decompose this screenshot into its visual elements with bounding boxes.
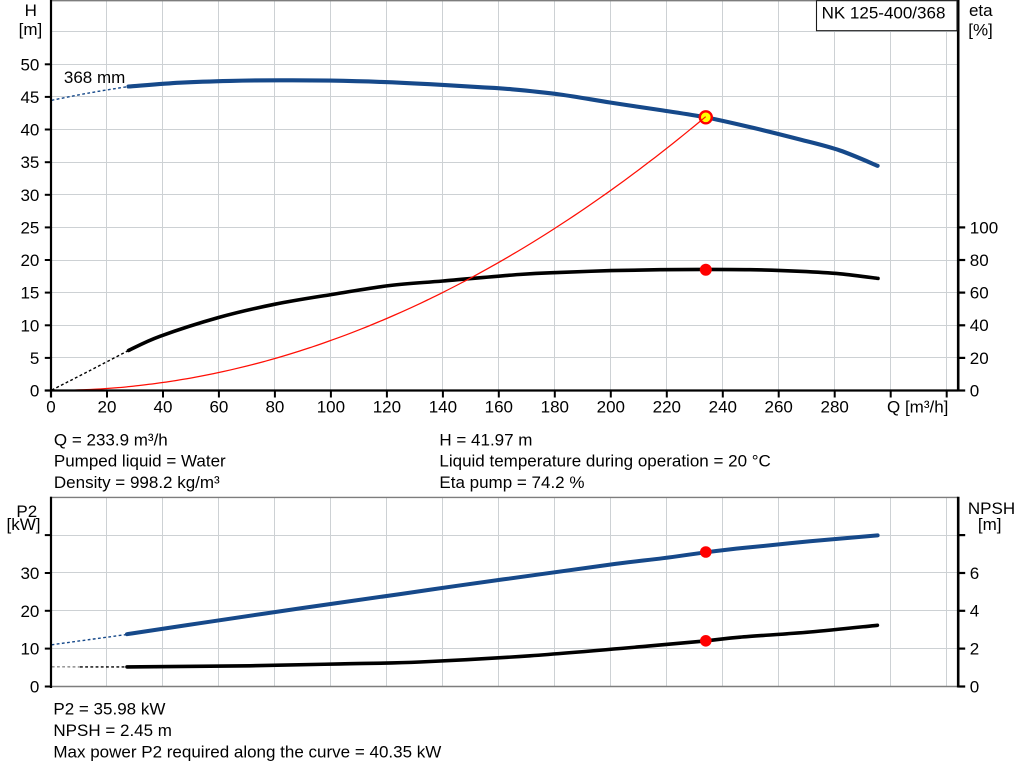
svg-text:[m]: [m] [19,20,43,39]
svg-text:2: 2 [970,640,979,659]
svg-text:P2 = 35.98 kW: P2 = 35.98 kW [53,700,165,719]
svg-text:15: 15 [20,284,39,303]
svg-text:100: 100 [317,397,345,416]
svg-text:10: 10 [20,640,39,659]
svg-text:NPSH = 2.45 m: NPSH = 2.45 m [53,721,172,740]
svg-text:140: 140 [429,397,457,416]
svg-text:160: 160 [485,397,513,416]
svg-text:0: 0 [970,677,979,696]
svg-text:200: 200 [597,397,625,416]
svg-text:20: 20 [970,349,989,368]
svg-text:Eta pump = 74.2 %: Eta pump = 74.2 % [439,473,584,492]
svg-text:10: 10 [20,316,39,335]
svg-text:0: 0 [970,381,979,400]
svg-text:80: 80 [970,251,989,270]
svg-text:45: 45 [20,88,39,107]
svg-text:30: 30 [20,564,39,583]
svg-text:60: 60 [970,284,989,303]
svg-text:20: 20 [98,397,117,416]
svg-text:Pumped liquid = Water: Pumped liquid = Water [54,452,226,471]
svg-text:220: 220 [653,397,681,416]
svg-text:30: 30 [20,186,39,205]
svg-text:[%]: [%] [968,21,993,40]
svg-text:60: 60 [209,397,228,416]
svg-text:[m]: [m] [978,515,1002,534]
svg-text:0: 0 [30,382,39,401]
svg-text:Q [m³/h]: Q [m³/h] [887,397,948,416]
svg-text:100: 100 [970,218,998,237]
svg-text:Density = 998.2 kg/m³: Density = 998.2 kg/m³ [54,473,220,492]
svg-text:H = 41.97 m: H = 41.97 m [439,430,532,449]
svg-text:5: 5 [30,349,39,368]
svg-text:20: 20 [20,602,39,621]
svg-text:0: 0 [30,678,39,697]
svg-text:Max power P2 required along th: Max power P2 required along the curve = … [53,742,441,761]
svg-text:25: 25 [20,218,39,237]
svg-text:40: 40 [154,397,173,416]
svg-text:280: 280 [821,397,849,416]
svg-text:368 mm: 368 mm [64,68,125,87]
svg-text:Q = 233.9 m³/h: Q = 233.9 m³/h [54,430,168,449]
svg-text:H: H [25,1,37,20]
svg-text:0: 0 [46,397,55,416]
svg-text:P2: P2 [16,502,37,521]
svg-text:50: 50 [20,55,39,74]
svg-text:6: 6 [970,564,979,583]
svg-text:260: 260 [765,397,793,416]
svg-text:NK 125-400/368: NK 125-400/368 [822,3,946,22]
svg-text:40: 40 [20,121,39,140]
svg-text:80: 80 [265,397,284,416]
svg-text:NPSH: NPSH [968,499,1015,518]
svg-text:4: 4 [970,602,979,621]
svg-text:eta: eta [969,1,993,20]
svg-text:180: 180 [541,397,569,416]
svg-text:Liquid temperature during oper: Liquid temperature during operation = 20… [439,452,770,471]
svg-text:35: 35 [20,153,39,172]
svg-text:120: 120 [373,397,401,416]
svg-text:20: 20 [20,251,39,270]
svg-text:[kW]: [kW] [7,515,41,534]
svg-text:40: 40 [970,316,989,335]
svg-text:240: 240 [709,397,737,416]
